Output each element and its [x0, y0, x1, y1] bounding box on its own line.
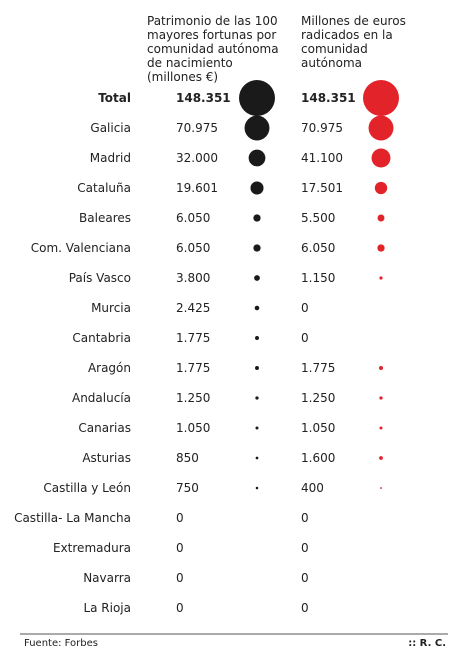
- bubble: [255, 426, 259, 430]
- bubble: [255, 336, 259, 340]
- bubble: [255, 366, 259, 370]
- bubble: [377, 214, 385, 222]
- value-label: 0: [176, 541, 184, 555]
- bubble: [374, 181, 388, 195]
- bubble: [253, 214, 261, 222]
- row-label: Murcia: [91, 301, 131, 315]
- row-label: Castilla- La Mancha: [14, 511, 131, 525]
- value-label: 750: [176, 481, 199, 495]
- row-label: País Vasco: [68, 271, 131, 285]
- value-label: 0: [176, 571, 184, 585]
- row-label: Castilla y León: [43, 481, 131, 495]
- value-label: 0: [176, 601, 184, 615]
- row-label: Galicia: [90, 121, 131, 135]
- bubble: [239, 80, 275, 116]
- bubble: [363, 80, 399, 116]
- bubble: [254, 275, 260, 281]
- value-label: 0: [301, 331, 309, 345]
- bubble: [379, 456, 383, 460]
- value-label: 70.975: [301, 121, 343, 135]
- row-label: Com. Valenciana: [30, 241, 131, 255]
- bubble: [255, 486, 259, 490]
- row-label: Cataluña: [77, 181, 131, 195]
- row-label: Total: [98, 91, 131, 105]
- value-label: 0: [176, 511, 184, 525]
- value-label: 5.500: [301, 211, 336, 225]
- row-label: Baleares: [79, 211, 131, 225]
- value-label: 1.250: [301, 391, 336, 405]
- value-label: 1.775: [176, 361, 211, 375]
- bubble: [255, 396, 259, 400]
- value-label: 70.975: [176, 121, 218, 135]
- value-label: 41.100: [301, 151, 343, 165]
- value-label: 1.150: [301, 271, 336, 285]
- value-label: 19.601: [176, 181, 218, 195]
- bubble: [371, 148, 391, 168]
- value-label: 1.250: [176, 391, 211, 405]
- bubble: [380, 487, 382, 489]
- value-label: 1.600: [301, 451, 336, 465]
- bubble: [379, 276, 383, 280]
- bubble: [254, 305, 260, 311]
- row-label: Navarra: [83, 571, 131, 585]
- row-label: Aragón: [87, 361, 131, 375]
- value-label: 1.775: [301, 361, 336, 375]
- value-label: 2.425: [176, 301, 211, 315]
- source: Fuente: Forbes: [24, 638, 98, 649]
- bubble: [253, 244, 261, 252]
- row-label: Madrid: [89, 151, 131, 165]
- value-label: 3.800: [176, 271, 211, 285]
- row-label: Extremadura: [53, 541, 131, 555]
- value-label: 17.501: [301, 181, 343, 195]
- value-label: 850: [176, 451, 199, 465]
- value-label: 148.351: [301, 91, 356, 105]
- value-label: 6.050: [176, 211, 211, 225]
- row-label: La Rioja: [83, 601, 131, 615]
- value-label: 148.351: [176, 91, 231, 105]
- value-label: 0: [301, 571, 309, 585]
- value-label: 400: [301, 481, 324, 495]
- bubble: [379, 426, 383, 430]
- value-label: 32.000: [176, 151, 218, 165]
- value-label: 6.050: [301, 241, 336, 255]
- bubble: [250, 181, 264, 195]
- value-label: 0: [301, 601, 309, 615]
- credit: :: R. C.: [408, 638, 446, 649]
- bubble: [379, 396, 383, 400]
- series-header: Patrimonio de las 100 mayores fortunas p…: [147, 14, 279, 84]
- bubble: [377, 244, 385, 252]
- bubble: [368, 115, 394, 141]
- value-label: 6.050: [176, 241, 211, 255]
- value-label: 1.050: [301, 421, 336, 435]
- value-label: 1.050: [176, 421, 211, 435]
- value-label: 0: [301, 301, 309, 315]
- bubble: [255, 456, 259, 460]
- bubble: [248, 149, 266, 167]
- value-label: 1.775: [176, 331, 211, 345]
- value-label: 0: [301, 511, 309, 525]
- row-label: Andalucía: [71, 391, 131, 405]
- row-label: Canarias: [78, 421, 131, 435]
- row-label: Cantabria: [72, 331, 131, 345]
- bubble: [244, 115, 270, 141]
- series-header: Millones de euros radicados en la comuni…: [301, 14, 406, 70]
- bubble: [379, 366, 383, 370]
- value-label: 0: [301, 541, 309, 555]
- row-label: Asturias: [82, 451, 131, 465]
